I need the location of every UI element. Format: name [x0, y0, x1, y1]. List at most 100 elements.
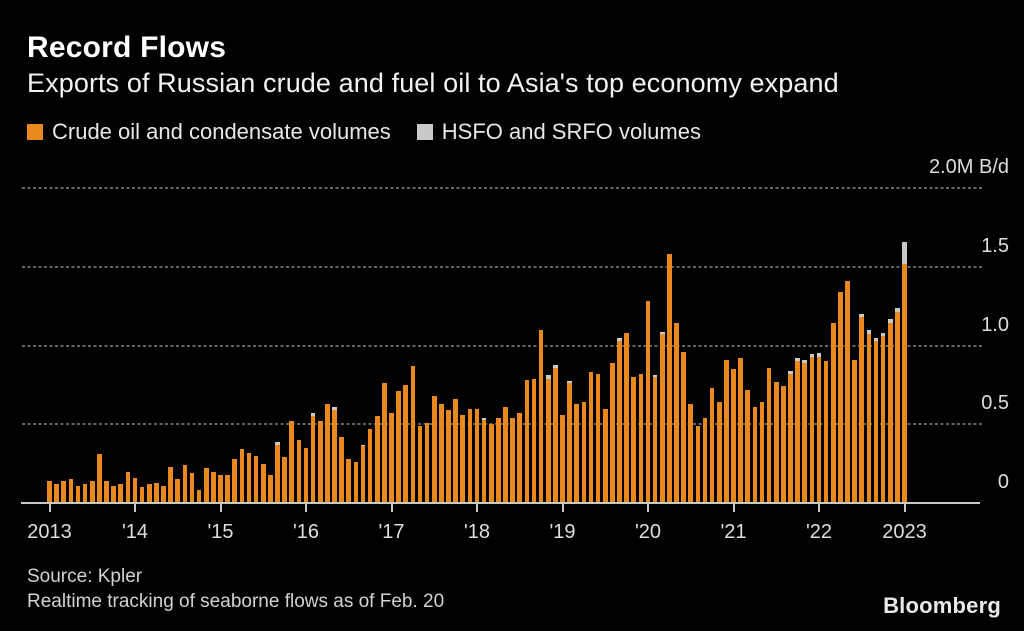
crude-bar	[752, 406, 758, 503]
crude-bar	[773, 381, 779, 503]
crude-bar	[203, 468, 209, 503]
x-axis-tick-17	[390, 504, 393, 512]
crude-bar	[866, 334, 872, 503]
fuel-cap-bar	[795, 358, 800, 362]
crude-bar	[111, 485, 116, 503]
gridline-1.0	[22, 344, 983, 347]
crude-bar	[524, 380, 530, 503]
crude-bar	[118, 484, 124, 503]
crude-bar	[574, 403, 580, 503]
crude-bar	[360, 446, 366, 503]
crude-bar	[275, 444, 280, 503]
crude-bar	[695, 425, 701, 503]
crude-bar	[189, 473, 195, 503]
gridline-2.0MB/d	[22, 187, 983, 189]
crude-bar	[218, 474, 223, 503]
crude-bar	[232, 458, 238, 503]
crude-bar	[353, 462, 359, 503]
footnote-text: Realtime tracking of seaborne flows as o…	[27, 591, 445, 612]
crude-bar	[724, 359, 729, 503]
x-axis-label-14: '14	[121, 521, 149, 543]
crude-bar	[125, 471, 131, 503]
crude-bar	[631, 377, 637, 503]
crude-bar	[531, 378, 537, 503]
fuel-cap-bar	[553, 365, 558, 368]
crude-bar	[339, 436, 344, 503]
gridline-1.5	[22, 265, 983, 268]
x-axis-label-18: '18	[463, 521, 491, 543]
crude-bar	[716, 402, 722, 503]
crude-bar	[61, 480, 67, 503]
crude-bar	[253, 455, 259, 503]
x-axis-label-2013: 2013	[27, 521, 72, 543]
x-axis-label-17: '17	[378, 521, 405, 543]
crude-bar	[731, 369, 736, 503]
x-axis-tick-22	[818, 504, 820, 512]
chart-subtitle: Exports of Russian crude and fuel oil to…	[27, 68, 839, 98]
crude-bar	[246, 452, 252, 503]
fuel-cap-bar	[816, 353, 822, 357]
crude-bar	[75, 485, 81, 503]
crude-bar	[367, 428, 373, 503]
fuel-cap-bar	[360, 444, 366, 447]
crude-bar	[68, 479, 74, 503]
crude-bar	[282, 457, 287, 503]
legend-swatch-fuel-icon	[416, 124, 433, 140]
legend-label-fuel: HSFO and SRFO volumes	[441, 119, 701, 144]
crude-bar	[488, 424, 494, 503]
crude-bar	[588, 372, 594, 503]
fuel-cap-bar	[859, 314, 865, 318]
crude-bar	[845, 280, 850, 503]
crude-bar	[745, 389, 751, 503]
crude-bar	[225, 474, 230, 503]
crude-bar	[496, 417, 501, 503]
fuel-cap-bar	[788, 370, 793, 374]
y-axis-label-1.5: 1.5	[981, 234, 1009, 257]
crude-bar	[873, 340, 879, 503]
x-axis-tick-21	[732, 504, 735, 512]
crude-bar	[781, 386, 786, 503]
crude-bar	[260, 463, 266, 503]
crude-bar	[410, 365, 416, 503]
crude-bar	[795, 361, 800, 503]
gridline-0.5	[22, 423, 983, 426]
crude-bar	[709, 388, 715, 503]
crude-bar	[859, 317, 865, 503]
crude-bar	[638, 373, 644, 503]
crude-bar	[887, 323, 893, 503]
crude-bar	[374, 416, 380, 503]
crude-bar	[895, 312, 900, 503]
crude-bar	[852, 359, 857, 503]
crude-bar	[823, 361, 829, 503]
x-axis-tick-20	[647, 504, 649, 512]
x-axis-tick-19	[561, 504, 564, 512]
crude-bar	[310, 416, 316, 503]
x-axis-tick-18	[476, 504, 478, 512]
fuel-cap-bar	[809, 354, 815, 357]
crude-bar	[303, 447, 309, 503]
legend-item-crude: Crude oil and condensate volumes	[27, 119, 391, 145]
crude-bar	[439, 403, 444, 503]
crude-bar	[702, 417, 708, 503]
chart-title: Record Flows	[27, 31, 227, 64]
crude-bar	[788, 373, 793, 503]
fuel-cap-bar	[895, 307, 900, 313]
crude-bar	[389, 413, 394, 503]
crude-bar	[517, 413, 523, 503]
crude-bar	[154, 482, 159, 503]
x-axis-label-20: '20	[634, 521, 662, 543]
x-axis-label-2023: 2023	[882, 521, 927, 543]
crude-bar	[659, 334, 665, 503]
crude-bar	[538, 329, 544, 503]
crude-bar	[766, 367, 772, 503]
crude-bar	[104, 480, 109, 503]
crude-bar	[196, 490, 202, 503]
crude-bar	[325, 403, 330, 503]
crude-bar	[838, 291, 843, 503]
crude-bar	[417, 425, 423, 503]
crude-bar	[89, 480, 95, 503]
fuel-cap-bar	[332, 406, 337, 411]
crude-bar	[688, 403, 694, 503]
